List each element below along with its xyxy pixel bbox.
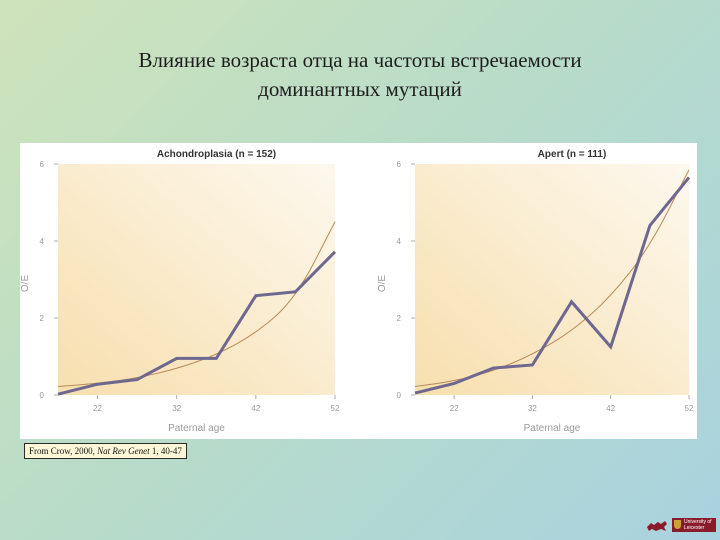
x-tick-label: 22: [450, 404, 459, 413]
chart-title: Achondroplasia (n = 152): [157, 149, 276, 160]
y-tick-label: 6: [40, 160, 45, 169]
logo-wordmark: University of Leicester: [672, 518, 716, 532]
observed-line: [414, 176, 691, 395]
x-tick-label: 42: [606, 404, 615, 413]
x-tick-label: 22: [93, 404, 102, 413]
plot-area: [415, 164, 689, 395]
plot-area: [58, 164, 335, 395]
fox-emblem-icon: [647, 521, 667, 531]
y-tick-label: 2: [397, 314, 402, 323]
figure: Achondroplasia (n = 152) 0 2 4 6 22 32 42 52 Pate…: [20, 143, 697, 439]
y-tick-label: 0: [397, 391, 402, 400]
x-tick-label: 42: [251, 404, 260, 413]
x-tick-label: 32: [528, 404, 537, 413]
y-tick-label: 0: [40, 391, 45, 400]
x-tick-label: 52: [331, 404, 340, 413]
logo-line-1: University of: [684, 519, 712, 525]
fit-curve: [414, 169, 690, 388]
slide-title-line-1: Влияние возраста отца на частоты встреча…: [138, 48, 582, 72]
y-tick-label: 2: [40, 314, 45, 323]
x-axis-label: Paternal age: [168, 423, 225, 434]
y-axis-label: O/E: [377, 275, 388, 293]
logo-line-2: Leicester: [684, 525, 705, 531]
y-tick-label: 6: [397, 160, 402, 169]
slide-title: Влияние возраста отца на частоты встреча…: [40, 46, 680, 104]
fit-curve: [57, 221, 336, 388]
source-credit: From Crow, 2000, Nat Rev Genet 1, 40-47: [24, 443, 187, 459]
slide-title-line-2: доминантных мутаций: [258, 77, 462, 101]
y-axis-label: O/E: [20, 275, 31, 293]
chart-title: Apert (n = 111): [538, 149, 607, 160]
chart-panel-2: Apert (n = 111) 0 2 4 6 22 32 42 52 Paternal age O…: [377, 149, 694, 434]
x-axis-label: Paternal age: [524, 423, 581, 434]
observed-line: [57, 250, 337, 396]
crest-icon: [674, 520, 681, 529]
credit-prefix: From Crow, 2000,: [29, 446, 98, 456]
credit-suffix: 1, 40-47: [149, 446, 182, 456]
y-tick-label: 4: [40, 237, 45, 246]
university-logo: University of Leicester: [646, 518, 716, 532]
x-tick-label: 32: [172, 404, 181, 413]
y-tick-label: 4: [397, 237, 402, 246]
chart-panel-1: Achondroplasia (n = 152) 0 2 4 6 22 32 42 52 Pate…: [20, 149, 340, 434]
x-tick-label: 52: [685, 404, 694, 413]
credit-journal: Nat Rev Genet: [97, 446, 150, 456]
